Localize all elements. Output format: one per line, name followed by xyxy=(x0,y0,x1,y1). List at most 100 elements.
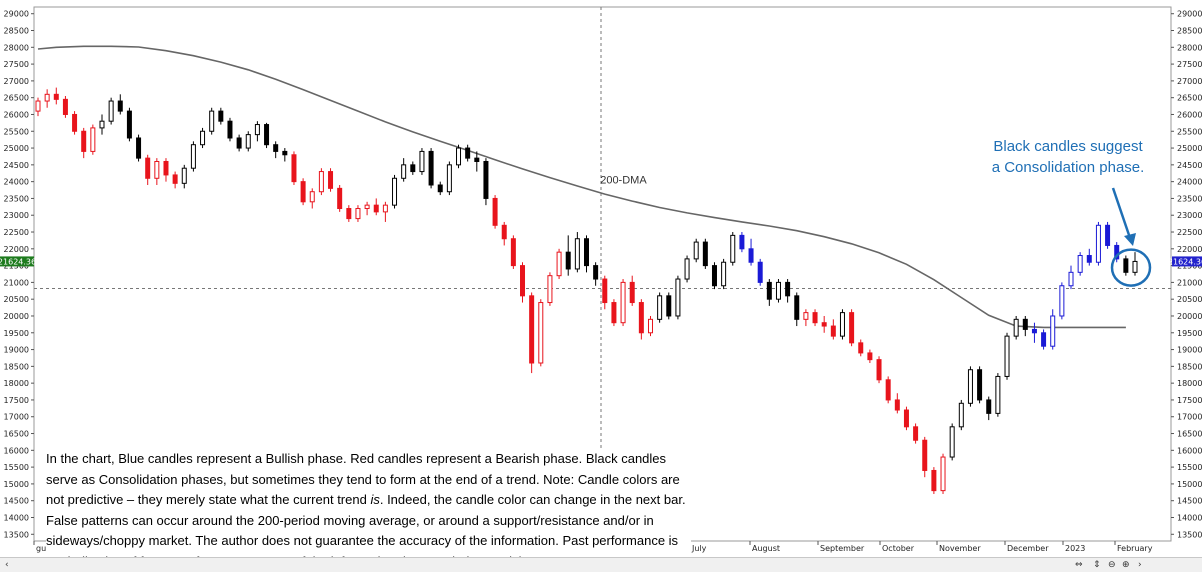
y-tick-label-left: 15500 xyxy=(4,463,29,472)
candle-body xyxy=(410,164,416,173)
candle xyxy=(181,164,187,189)
y-tick-label-left: 21000 xyxy=(4,278,29,287)
candle-body xyxy=(44,93,50,102)
candle-body xyxy=(136,137,142,159)
y-tick-label-right: 15500 xyxy=(1177,463,1202,472)
candle xyxy=(958,399,964,431)
candle-body xyxy=(675,278,681,317)
y-tick-label-right: 29000 xyxy=(1177,10,1202,19)
candle-body xyxy=(593,265,599,280)
scroll-up-down-icon[interactable]: ⇕ xyxy=(1093,560,1101,570)
candle-body xyxy=(190,144,196,169)
candle xyxy=(163,158,169,182)
candle xyxy=(812,309,818,327)
candle-body xyxy=(1031,328,1037,334)
candle-body xyxy=(218,110,224,122)
candle-body xyxy=(574,238,580,270)
dma-line xyxy=(37,45,1126,329)
candle xyxy=(657,292,663,323)
candle-body xyxy=(812,312,818,324)
candle-body xyxy=(227,120,233,139)
candle-body xyxy=(474,157,480,162)
candle-body xyxy=(328,171,334,189)
candle-body xyxy=(903,409,909,428)
x-tick-label: 2023 xyxy=(1065,544,1085,553)
candle xyxy=(428,148,434,189)
dma-series xyxy=(37,45,1126,329)
candle-body xyxy=(355,208,361,220)
candle xyxy=(309,188,315,209)
candle-body xyxy=(236,137,242,149)
candle xyxy=(81,127,87,159)
horizontal-scrollbar[interactable]: ‹ ⇔ ⇕ ⊖ ⊕ › xyxy=(0,557,1202,572)
scroll-left-right-icon[interactable]: ⇔ xyxy=(1075,560,1083,570)
y-tick-label-right: 19500 xyxy=(1177,329,1202,338)
y-tick-label-left: 18000 xyxy=(4,379,29,388)
scroll-right-button[interactable]: › xyxy=(1138,560,1142,570)
candle xyxy=(355,205,361,222)
y-tick-label-right: 24000 xyxy=(1177,178,1202,187)
candle xyxy=(821,315,827,333)
candle-body xyxy=(556,251,562,277)
candle xyxy=(1050,309,1056,350)
y-tick-label-right: 24500 xyxy=(1177,161,1202,170)
candle xyxy=(858,339,864,357)
candle-body xyxy=(492,197,498,226)
candle xyxy=(373,198,379,216)
candle-body xyxy=(584,238,589,267)
candle-body xyxy=(721,261,727,287)
candle-body xyxy=(428,150,434,186)
candles-series xyxy=(35,87,1138,494)
y-tick-label-left: 22000 xyxy=(4,245,29,254)
scroll-left-button[interactable]: ‹ xyxy=(5,560,9,570)
candle xyxy=(748,238,754,266)
candle-body xyxy=(858,342,864,354)
candle xyxy=(839,309,845,340)
y-tick-label-left: 28000 xyxy=(4,43,29,52)
candle xyxy=(501,221,507,246)
y-tick-label-left: 16500 xyxy=(4,430,29,439)
candle xyxy=(702,238,708,269)
candle-body xyxy=(1095,224,1101,263)
candle xyxy=(1059,282,1065,320)
candle-body xyxy=(401,164,407,179)
candle xyxy=(602,275,608,310)
candle-body xyxy=(35,100,41,112)
candle xyxy=(437,181,443,196)
candle-body xyxy=(940,456,946,492)
candle-body xyxy=(693,241,699,260)
candle xyxy=(474,151,480,172)
candle xyxy=(72,111,78,135)
candle xyxy=(200,127,206,149)
candle-body xyxy=(465,147,471,159)
zoom-out-icon[interactable]: ⊖ xyxy=(1108,560,1116,570)
price-label-right-bg xyxy=(1172,256,1202,267)
candle-body xyxy=(456,147,462,166)
y-tick-label-left: 23500 xyxy=(4,194,29,203)
candle xyxy=(675,275,681,320)
candle xyxy=(364,201,370,216)
price-labels: 21624.36 21624.36 xyxy=(0,256,1202,267)
candle xyxy=(986,396,992,421)
y-tick-label-right: 18500 xyxy=(1177,362,1202,371)
candle xyxy=(739,232,745,253)
zoom-in-icon[interactable]: ⊕ xyxy=(1122,560,1130,570)
candle xyxy=(593,262,599,286)
y-tick-label-right: 20500 xyxy=(1177,295,1202,304)
disclaimer-note: In the chart, Blue candles represent a B… xyxy=(46,449,691,572)
y-tick-label-left: 20500 xyxy=(4,295,29,304)
y-tick-label-left: 25000 xyxy=(4,144,29,153)
candle xyxy=(136,134,142,162)
candle-body xyxy=(638,302,644,334)
candle xyxy=(1086,248,1092,266)
candle-body xyxy=(1086,255,1092,263)
candle-body xyxy=(81,130,87,152)
candle xyxy=(903,406,909,431)
y-tick-label-right: 17000 xyxy=(1177,413,1202,422)
candle xyxy=(775,279,781,303)
candle-body xyxy=(757,261,763,283)
candle-body xyxy=(245,134,251,149)
candle xyxy=(492,195,498,229)
candle-body xyxy=(99,120,105,129)
x-tick-label: September xyxy=(820,544,865,553)
